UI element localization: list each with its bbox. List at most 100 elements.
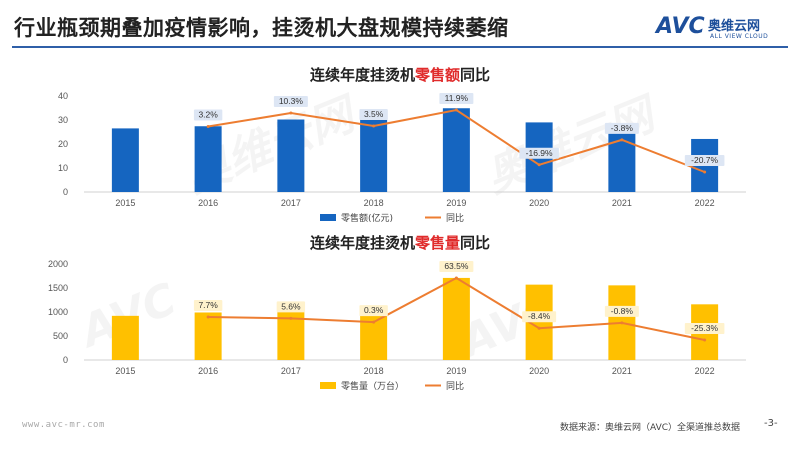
x-tick-label: 2018 <box>364 198 384 208</box>
data-label: 10.3% <box>279 96 304 106</box>
data-label: 7.7% <box>198 300 218 310</box>
legend-label-bar: 零售额(亿元) <box>341 212 393 224</box>
bar <box>111 128 139 192</box>
line-point <box>537 326 541 330</box>
x-tick-label: 2018 <box>364 366 384 376</box>
line-point <box>454 108 458 112</box>
data-label-bg <box>519 147 559 159</box>
x-tick-label: 2017 <box>281 366 301 376</box>
data-source: 数据来源：奥维云网（AVC）全渠道推总数据 <box>560 423 741 433</box>
bar <box>442 277 470 360</box>
y-tick-label: 10 <box>58 163 68 173</box>
data-label-bg <box>684 155 725 166</box>
logo-subtitle: ALL VIEW CLOUD <box>710 33 769 40</box>
line-point <box>537 163 541 167</box>
x-tick-label: 2015 <box>115 198 135 208</box>
chart-title-suffix: 同比 <box>460 234 491 252</box>
line-point <box>289 316 293 320</box>
chart-title-prefix: 连续年度挂烫机 <box>309 234 415 252</box>
y-tick-label: 30 <box>58 115 68 125</box>
x-tick-label: 2021 <box>612 198 632 208</box>
bar <box>277 119 305 192</box>
x-tick-label: 2022 <box>695 366 715 376</box>
footer-url: www.avc-mr.com <box>22 420 105 430</box>
y-tick-label: 1000 <box>48 307 68 317</box>
data-label: -8.4% <box>528 311 551 321</box>
chart-title-highlight: 零售量 <box>414 234 460 252</box>
x-tick-label: 2015 <box>115 366 135 376</box>
y-tick-label: 20 <box>58 139 68 149</box>
line-point <box>620 321 624 325</box>
data-label-bg <box>276 301 306 313</box>
chart-title-volume: 连续年度挂烫机零售量同比 <box>0 232 800 253</box>
data-label: -25.3% <box>691 323 718 333</box>
line-point <box>372 124 376 128</box>
y-tick-label: 500 <box>53 331 68 341</box>
data-label: -0.8% <box>611 306 634 316</box>
x-tick-label: 2020 <box>529 198 549 208</box>
data-label-bg <box>684 323 725 334</box>
data-label-bg <box>359 108 388 120</box>
line-point <box>703 338 707 342</box>
y-tick-label: 40 <box>58 91 68 101</box>
data-label: -16.9% <box>526 148 553 158</box>
logo-name: 奥维云网 <box>708 19 761 34</box>
bar <box>194 312 222 360</box>
legend-label-line: 同比 <box>446 212 464 224</box>
data-label-bg <box>604 122 639 134</box>
data-label-bg <box>193 109 223 121</box>
data-label-bg <box>359 305 388 317</box>
chart-title-suffix: 同比 <box>460 66 491 84</box>
page-number: -3- <box>764 418 778 429</box>
sales-chart: 0 10 20 30 40 2015 2016 2017 2018 2019 2020 2021 202… <box>58 91 746 224</box>
line-point <box>206 125 210 129</box>
x-tick-label: 2016 <box>198 198 218 208</box>
data-label-bg <box>604 305 639 317</box>
x-tick-label: 2021 <box>612 366 632 376</box>
y-tick-label: 2000 <box>48 259 68 269</box>
legend-swatch-bar <box>320 382 336 389</box>
line-point <box>620 138 624 142</box>
data-label: 5.6% <box>281 301 301 311</box>
x-tick-label: 2017 <box>281 198 301 208</box>
legend-label-line: 同比 <box>446 380 464 392</box>
page-title: 行业瓶颈期叠加疫情影响，挂烫机大盘规模持续萎缩 <box>14 16 509 40</box>
data-label: -3.8% <box>611 123 634 133</box>
legend-label-bar: 零售量（万台） <box>341 380 404 392</box>
legend-swatch-bar <box>320 214 336 221</box>
x-tick-label: 2016 <box>198 366 218 376</box>
x-tick-label: 2019 <box>446 366 466 376</box>
data-label: 63.5% <box>444 261 469 271</box>
data-label: 0.3% <box>364 305 384 315</box>
y-tick-label: 1500 <box>48 283 68 293</box>
data-label: 3.5% <box>364 109 384 119</box>
line-point <box>703 170 707 174</box>
chart-title-sales: 连续年度挂烫机零售额同比 <box>0 64 800 85</box>
x-tick-label: 2019 <box>446 198 466 208</box>
chart-title-highlight: 零售额 <box>414 66 460 84</box>
line-point <box>289 111 293 115</box>
volume-chart: 0 500 1000 1500 2000 2015 2016 2017 2018 2019 2020… <box>48 259 746 392</box>
title-divider <box>12 46 788 48</box>
logo-mark: AVC <box>656 14 705 39</box>
line-point <box>372 320 376 324</box>
line-point <box>454 276 458 280</box>
chart-title-prefix: 连续年度挂烫机 <box>309 66 415 84</box>
bar <box>442 108 470 192</box>
bar <box>194 126 222 192</box>
avc-logo: AVC 奥维云网 ALL VIEW CLOUD <box>656 14 796 44</box>
x-tick-label: 2022 <box>695 198 715 208</box>
data-label: -20.7% <box>691 155 718 165</box>
data-label-bg <box>522 311 557 323</box>
bar <box>111 315 139 360</box>
bar <box>360 117 388 192</box>
data-label-bg <box>273 96 308 108</box>
x-tick-label: 2020 <box>529 366 549 376</box>
y-tick-label: 0 <box>63 355 68 365</box>
data-label: 3.2% <box>198 110 218 120</box>
data-label-bg <box>439 93 474 104</box>
line-point <box>206 315 210 319</box>
data-label-bg <box>439 261 474 272</box>
bar <box>608 125 636 192</box>
data-label: 11.9% <box>445 93 469 103</box>
